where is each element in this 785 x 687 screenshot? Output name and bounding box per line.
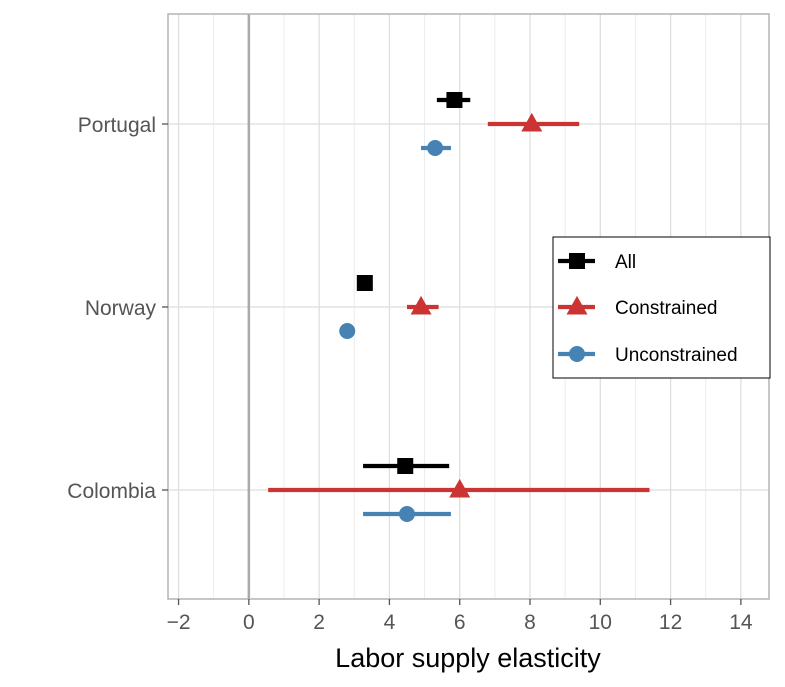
x-axis-ticks: −2 0 2 4 6 8 10 12 14 (167, 599, 753, 634)
point-marker (398, 506, 415, 522)
x-tick-label: 0 (243, 611, 255, 634)
point-marker (397, 458, 414, 474)
point-marker (449, 478, 471, 498)
y-tick-label: Colombia (67, 480, 156, 503)
point-marker (446, 92, 463, 108)
x-tick-label: 12 (659, 611, 682, 634)
point-marker (339, 323, 356, 339)
x-tick-label: 4 (384, 611, 396, 634)
point-marker (427, 140, 444, 156)
point-marker (521, 112, 543, 132)
legend-label: Constrained (615, 298, 717, 319)
x-tick-label: 8 (524, 611, 536, 634)
x-tick-label: 2 (313, 611, 325, 634)
y-tick-label: Portugal (78, 114, 156, 137)
point-marker (356, 275, 373, 291)
x-tick-label: −2 (167, 611, 191, 634)
point-marker (410, 295, 432, 315)
legend-key-marker (569, 346, 585, 362)
point-markers (339, 92, 543, 522)
legend-label: Unconstrained (615, 345, 738, 366)
x-tick-label: 14 (729, 611, 753, 634)
legend-key-marker (566, 295, 588, 315)
legend-key-marker (569, 253, 585, 269)
legend: All Constrained Unconstrained (552, 236, 771, 379)
legend-label: All (615, 252, 636, 273)
x-axis-title: Labor supply elasticity (335, 643, 601, 673)
y-tick-label: Norway (85, 297, 157, 320)
x-tick-label: 6 (454, 611, 466, 634)
x-tick-label: 10 (589, 611, 612, 634)
y-axis-ticks: Portugal Norway Colombia (67, 114, 168, 503)
